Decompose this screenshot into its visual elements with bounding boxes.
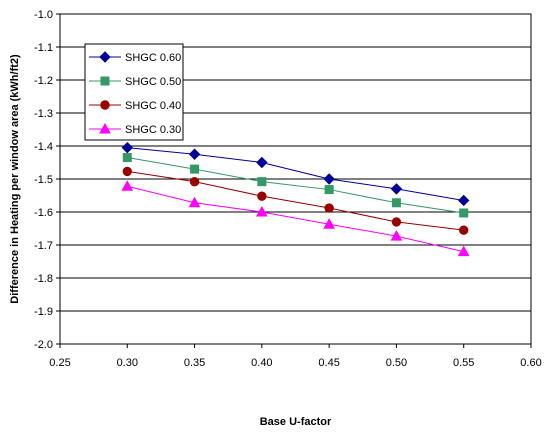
legend-marker (100, 100, 110, 110)
series-line (127, 170, 464, 231)
data-point (190, 164, 200, 174)
x-axis-ticks: 0.25 0.30 0.35 0.40 0.45 0.50 0.55 0.60 (49, 344, 542, 369)
x-tick-label: 0.30 (117, 357, 138, 369)
series-layer (121, 141, 470, 257)
series-line (127, 157, 464, 214)
data-point (391, 198, 401, 208)
data-point (459, 225, 469, 235)
y-tick-label: -1.7 (34, 240, 53, 252)
y-tick-label: -1.3 (34, 108, 53, 120)
data-point (391, 217, 402, 227)
legend-label: SHGC 0.40 (125, 100, 181, 112)
data-point (457, 245, 470, 257)
legend: SHGC 0.60 SHGC 0.50 SHGC 0.40 SHGC 0.30 (84, 43, 184, 141)
data-point (323, 173, 335, 185)
data-point (323, 218, 335, 229)
y-tick-label: -1.6 (34, 207, 53, 219)
series-3 (122, 166, 469, 235)
y-axis-title: Difference in Heating per window area (k… (9, 54, 21, 304)
legend-marker (99, 122, 111, 134)
series-2 (122, 153, 469, 218)
y-tick-label: -1.8 (34, 273, 53, 285)
data-point (188, 196, 201, 208)
data-point (324, 203, 334, 213)
data-point (122, 153, 132, 163)
y-tick-label: -1.9 (34, 306, 53, 318)
x-tick-label: 0.50 (386, 357, 407, 369)
legend-marker (99, 51, 111, 63)
data-point (257, 191, 267, 201)
y-tick-label: -1.1 (34, 42, 53, 54)
data-point (390, 230, 403, 241)
data-point (459, 208, 469, 218)
data-point (256, 156, 268, 169)
x-tick-label: 0.60 (520, 357, 541, 369)
data-point (256, 205, 268, 217)
data-point (188, 148, 201, 160)
legend-box (84, 43, 184, 141)
legend-marker (100, 76, 110, 86)
data-point (189, 176, 200, 187)
legend-label: SHGC 0.30 (125, 124, 181, 136)
x-tick-label: 0.55 (453, 357, 474, 369)
x-tick-label: 0.45 (318, 357, 339, 369)
y-tick-label: -1.5 (34, 174, 53, 186)
legend-label: SHGC 0.60 (125, 52, 181, 64)
data-point (390, 183, 403, 195)
series-line (127, 147, 464, 201)
data-point (257, 177, 267, 187)
x-axis-title: Base U-factor (260, 416, 332, 428)
data-point (458, 194, 470, 207)
series-1 (121, 141, 470, 207)
data-point (324, 185, 334, 195)
y-tick-label: -1.2 (34, 75, 53, 87)
series-line (127, 185, 464, 253)
x-tick-label: 0.35 (184, 357, 205, 369)
x-tick-label: 0.40 (251, 357, 272, 369)
data-point (122, 166, 132, 177)
y-tick-label: -1.0 (34, 9, 53, 21)
series-4 (121, 180, 470, 257)
y-tick-label: -2.0 (34, 339, 53, 351)
x-tick-label: 0.25 (49, 357, 70, 369)
y-axis-ticks: -1.0 -1.1 -1.2 -1.3 -1.4 -1.5 -1.6 -1.7 -1.8 -1.9… (34, 9, 60, 351)
data-point (121, 180, 134, 191)
y-tick-label: -1.4 (34, 141, 53, 153)
legend-label: SHGC 0.50 (125, 76, 181, 88)
data-point (121, 141, 133, 154)
